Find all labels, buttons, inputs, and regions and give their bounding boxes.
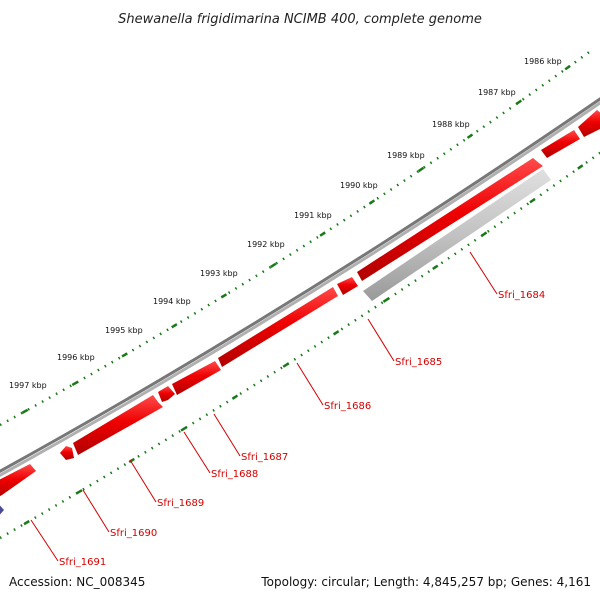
- major-tick: [121, 352, 128, 358]
- gene-arrow[interactable]: [0, 464, 36, 499]
- scale-label: 1989 kbp: [387, 151, 425, 160]
- scale-label: 1986 kbp: [524, 57, 562, 66]
- scale-label: 1990 kbp: [340, 181, 378, 190]
- gene-labels: Sfri_1684 Sfri_1685 Sfri_1686 Sfri_1687 …: [59, 290, 545, 568]
- leader-line: [183, 431, 211, 474]
- inner-major-ticks: [23, 164, 584, 526]
- reverse-gene-arrow[interactable]: [363, 169, 551, 301]
- label-leaders: [30, 251, 498, 562]
- leader-line: [213, 413, 241, 457]
- gene-label-sfri-1691[interactable]: Sfri_1691: [59, 557, 106, 568]
- scale-label: 1987 kbp: [478, 88, 516, 97]
- gene-arrow[interactable]: [172, 361, 221, 395]
- gene-label-sfri-1684[interactable]: Sfri_1684: [498, 290, 545, 301]
- leader-line: [82, 489, 110, 533]
- major-tick: [171, 323, 178, 329]
- major-tick: [577, 164, 584, 170]
- gene-label-sfri-1689[interactable]: Sfri_1689: [157, 498, 204, 509]
- major-tick: [21, 408, 29, 414]
- gene-label-sfri-1685[interactable]: Sfri_1685: [395, 357, 442, 368]
- scale-label: 1997 kbp: [9, 381, 47, 390]
- accession-text: Accession: NC_008345: [9, 575, 145, 589]
- topology-text: Topology: circular; Length: 4,845,257 bp…: [260, 575, 591, 589]
- page-title: Shewanella frigidimarina NCIMB 400, comp…: [118, 12, 482, 27]
- leader-line: [30, 519, 59, 562]
- major-tick: [515, 99, 523, 105]
- gene-label-sfri-1687[interactable]: Sfri_1687: [241, 452, 288, 463]
- genome-backbone: [0, 97, 600, 473]
- major-tick: [382, 297, 390, 303]
- gene-arrow[interactable]: [158, 386, 175, 402]
- gene-label-sfri-1686[interactable]: Sfri_1686: [324, 401, 371, 412]
- major-tick: [564, 64, 571, 71]
- scale-label: 1992 kbp: [247, 240, 285, 249]
- major-tick: [71, 380, 79, 387]
- leader-line: [469, 251, 498, 295]
- major-tick: [432, 264, 439, 271]
- genome-backbone-shadow: [0, 101, 600, 477]
- major-tick: [23, 520, 30, 526]
- scale-label: 1995 kbp: [105, 326, 143, 335]
- leader-line: [296, 362, 324, 406]
- gene-arrow[interactable]: [541, 130, 580, 158]
- forward-genes: [0, 110, 600, 499]
- major-tick: [220, 293, 228, 299]
- outer-major-ticks: [21, 64, 571, 414]
- gene-arrow[interactable]: [337, 277, 358, 295]
- major-tick: [270, 262, 277, 268]
- leader-line: [129, 459, 157, 503]
- major-tick: [282, 362, 289, 368]
- scale-label: 1991 kbp: [294, 211, 332, 220]
- scale-label: 1996 kbp: [57, 353, 95, 362]
- scale-label: 1994 kbp: [153, 297, 191, 306]
- major-tick: [368, 199, 376, 205]
- scale-label: 1993 kbp: [200, 269, 238, 278]
- major-tick: [231, 394, 239, 400]
- outer-tick-ring: [0, 48, 593, 427]
- major-tick: [319, 231, 326, 237]
- gene-label-sfri-1688[interactable]: Sfri_1688: [211, 469, 258, 480]
- major-tick: [180, 426, 187, 432]
- gene-label-sfri-1690[interactable]: Sfri_1690: [110, 528, 157, 539]
- major-tick: [466, 133, 474, 139]
- scale-label: 1988 kbp: [432, 120, 470, 129]
- major-tick: [128, 457, 135, 464]
- major-tick: [480, 231, 488, 237]
- leader-line: [367, 318, 395, 362]
- major-tick: [417, 166, 425, 173]
- gene-arrow[interactable]: [218, 287, 338, 367]
- gene-arrow[interactable]: [60, 446, 74, 460]
- major-tick: [76, 489, 83, 495]
- major-tick: [529, 197, 536, 204]
- partial-gene-arrow[interactable]: [0, 500, 4, 520]
- inner-tick-ring: [0, 151, 600, 540]
- scale-labels: 1986 kbp 1987 kbp 1988 kbp 1989 kbp 1990…: [9, 57, 562, 390]
- gene-arrow[interactable]: [357, 158, 543, 281]
- gene-arrow[interactable]: [73, 395, 163, 455]
- major-tick: [332, 330, 340, 336]
- gene-arrow[interactable]: [578, 110, 600, 137]
